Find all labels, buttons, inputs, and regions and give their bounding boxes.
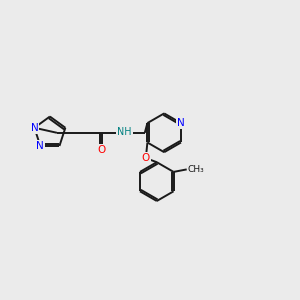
Text: NH: NH <box>117 127 132 137</box>
Text: CH₃: CH₃ <box>187 165 204 174</box>
Text: N: N <box>177 118 185 128</box>
Text: N: N <box>36 141 44 151</box>
Text: N: N <box>31 123 38 133</box>
Text: O: O <box>142 153 150 163</box>
Text: O: O <box>98 145 106 155</box>
